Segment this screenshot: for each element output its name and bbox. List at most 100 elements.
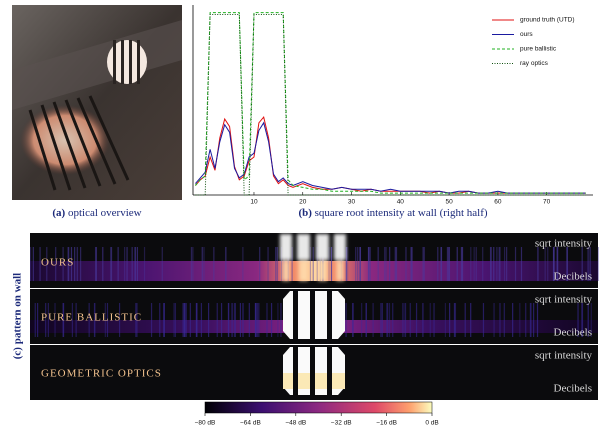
streak	[255, 303, 256, 337]
streak	[132, 247, 133, 281]
streak	[110, 247, 111, 281]
bottom-label: Decibels	[554, 271, 592, 283]
streak	[331, 247, 332, 281]
legend-label: ours	[520, 31, 533, 38]
streak	[410, 303, 411, 337]
streak	[191, 247, 192, 281]
streak	[175, 303, 176, 337]
db-band	[30, 261, 598, 281]
streak	[500, 247, 501, 281]
streak	[416, 303, 417, 337]
streak	[190, 303, 191, 337]
streak	[137, 247, 138, 281]
streak	[225, 247, 226, 281]
bar	[280, 234, 292, 260]
streak	[395, 247, 396, 281]
streak	[525, 303, 526, 337]
streak	[449, 303, 450, 337]
colorbar-label: −80 dB	[195, 420, 216, 427]
panel-a: (a) optical overview	[12, 5, 182, 219]
x-tick-label: 70	[543, 199, 551, 206]
streak	[476, 247, 477, 281]
caption-label: (a)	[52, 207, 65, 219]
streak	[355, 247, 356, 281]
streak	[470, 247, 471, 281]
streak	[493, 303, 494, 337]
streak	[242, 303, 243, 337]
streak	[389, 303, 390, 337]
row-label: OURS	[41, 257, 74, 269]
streak	[228, 303, 229, 337]
x-tick-label: 60	[494, 199, 502, 206]
bar	[334, 234, 346, 260]
figure: (a) optical overview (b) square root int…	[0, 0, 602, 432]
streak	[80, 247, 81, 281]
streak	[135, 247, 136, 281]
gap	[293, 291, 298, 339]
x-tick-label: 50	[445, 199, 453, 206]
streak	[213, 247, 214, 281]
streak	[506, 247, 507, 281]
caption-a: (a) optical overview	[52, 207, 141, 219]
streak	[313, 247, 314, 281]
streak	[382, 303, 383, 337]
series-line	[195, 15, 585, 196]
streak	[368, 247, 369, 281]
streak	[271, 303, 272, 337]
streak	[277, 247, 278, 281]
streak	[504, 303, 505, 337]
x-tick-label: 30	[348, 199, 356, 206]
streak	[386, 247, 387, 281]
streak	[545, 247, 546, 281]
streak	[530, 303, 531, 337]
streak	[96, 247, 97, 281]
streak	[163, 303, 164, 337]
streak	[162, 247, 163, 281]
streak	[35, 303, 36, 337]
row-label: PURE BALLISTIC	[41, 312, 142, 324]
streak	[537, 303, 538, 337]
streak	[474, 247, 475, 281]
streak	[378, 247, 379, 281]
colorbar-label: 0 dB	[425, 420, 438, 427]
bar	[297, 234, 310, 260]
streak	[430, 303, 431, 337]
streak	[201, 303, 202, 337]
x-tick-label: 20	[299, 199, 307, 206]
streak	[470, 303, 471, 337]
streak	[389, 247, 390, 281]
streak	[345, 303, 346, 337]
colorbar-label: −32 dB	[331, 420, 352, 427]
streak	[234, 303, 235, 337]
streak	[221, 303, 222, 337]
streak	[182, 303, 183, 337]
row-label: GEOMETRIC OPTICS	[41, 368, 162, 380]
streak	[482, 247, 483, 281]
streak	[373, 303, 374, 337]
streak	[392, 303, 393, 337]
bar	[316, 234, 329, 260]
streak	[267, 247, 268, 281]
streak	[30, 247, 31, 281]
top-label: sqrt intensity	[535, 238, 593, 250]
streak	[512, 303, 513, 337]
streak	[384, 247, 385, 281]
streak	[186, 303, 187, 337]
streak	[521, 247, 522, 281]
streak	[258, 303, 259, 337]
streak	[144, 247, 145, 281]
streak	[249, 303, 250, 337]
gap	[293, 347, 298, 395]
streak	[547, 247, 548, 281]
series-line	[195, 13, 585, 194]
bar	[282, 261, 290, 281]
streak	[490, 247, 491, 281]
streak	[280, 303, 281, 337]
caption-b: (b) square root intensity at wall (right…	[298, 207, 487, 219]
streak	[173, 303, 174, 337]
streak	[203, 247, 204, 281]
legend-label: ground truth (UTD)	[520, 17, 575, 24]
streak	[457, 247, 458, 281]
streak	[396, 247, 397, 281]
